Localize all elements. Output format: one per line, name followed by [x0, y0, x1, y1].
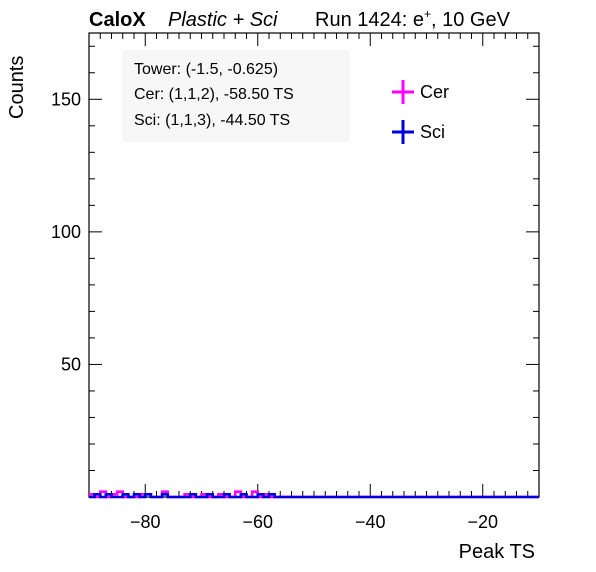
- brand-label: CaloX: [89, 9, 146, 31]
- info-cer: Cer: (1,1,2), -58.50 TS: [134, 86, 294, 103]
- run-label: Run 1424: e+, 10 GeV: [315, 7, 511, 31]
- legend: Cer Sci: [392, 80, 449, 144]
- run-energy: , 10 GeV: [431, 9, 511, 31]
- subtitle-label: Plastic + Sci: [168, 9, 278, 31]
- y-tick-label: 100: [51, 222, 81, 242]
- y-tick-label: 150: [51, 89, 81, 109]
- info-tower: Tower: (-1.5, -0.625): [134, 61, 278, 78]
- run-info: Run 1424: e: [315, 9, 424, 31]
- legend-label-sci: Sci: [420, 122, 445, 142]
- x-tick-label: −40: [355, 512, 386, 532]
- x-tick-label: −60: [242, 512, 273, 532]
- x-tick-label: −20: [467, 512, 498, 532]
- info-box: [122, 50, 350, 142]
- legend-label-cer: Cer: [420, 82, 449, 102]
- x-tick-label: −80: [130, 512, 161, 532]
- series-group: [89, 490, 539, 499]
- info-sci: Sci: (1,1,3), -44.50 TS: [134, 112, 290, 129]
- axis-ticks: −80 −60 −40 −20 50 100 150: [51, 33, 540, 532]
- x-axis-title: Peak TS: [459, 541, 535, 563]
- y-axis-title: Counts: [6, 56, 28, 119]
- run-superscript: +: [424, 7, 431, 21]
- y-tick-label: 50: [61, 354, 81, 374]
- series-line-sci: [89, 493, 539, 499]
